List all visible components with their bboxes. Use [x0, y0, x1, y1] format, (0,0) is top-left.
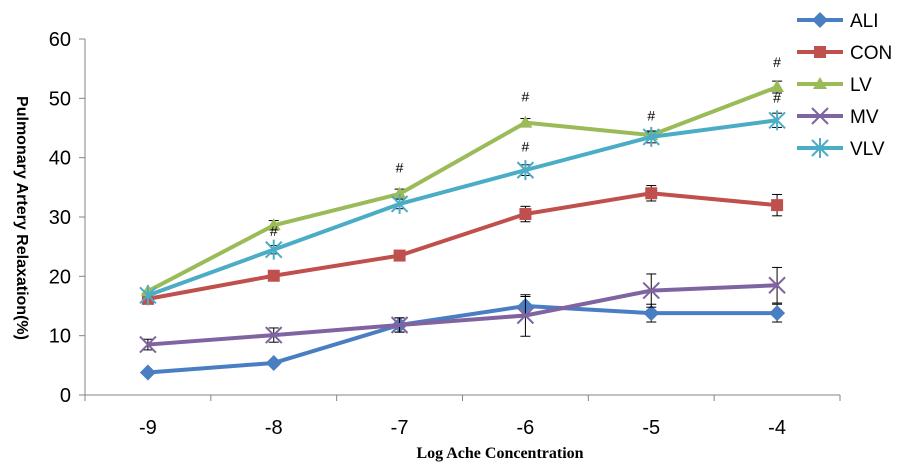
- legend-entry-vlv: VLV: [797, 138, 885, 160]
- legend-marker: [813, 77, 827, 89]
- legend-label: MV: [850, 107, 879, 128]
- y-tick-label: 50: [49, 88, 71, 110]
- annotation-hash: #: [270, 223, 278, 239]
- y-tick-label: 20: [49, 266, 71, 288]
- x-tick-label: -5: [642, 417, 660, 439]
- data-point: [768, 276, 786, 294]
- y-tick-label: 30: [49, 207, 71, 229]
- data-point: [769, 305, 786, 322]
- series-line: [146, 85, 778, 293]
- annotation-hash: #: [522, 88, 530, 104]
- data-point: [265, 239, 283, 260]
- x-tick-label: -7: [391, 417, 409, 439]
- y-tick-label: 0: [60, 385, 71, 407]
- data-point: [139, 285, 157, 306]
- data-point: [771, 199, 784, 212]
- y-axis-label: Pulmonary Artery Relaxation(%): [13, 96, 30, 340]
- plot-area: [139, 80, 786, 381]
- legend-entry-mv: MV: [797, 107, 879, 128]
- data-point: [519, 208, 532, 221]
- x-tick-label: -6: [517, 417, 535, 439]
- annotation-hash: #: [773, 54, 781, 70]
- legend-label: VLV: [850, 139, 885, 160]
- legend-label: ALI: [850, 11, 879, 32]
- y-tick-label: 60: [49, 29, 71, 51]
- legend-marker: [814, 46, 826, 58]
- x-tick-label: -9: [139, 417, 157, 439]
- annotation-hash: #: [396, 160, 404, 176]
- data-point: [642, 126, 660, 147]
- data-point: [768, 110, 786, 131]
- series-mv: [139, 266, 786, 354]
- legend: ALI CON LV MV VLV: [797, 11, 892, 160]
- x-tick-label: -8: [265, 417, 283, 439]
- data-point: [265, 326, 283, 344]
- data-point: [516, 306, 535, 325]
- data-point: [139, 364, 156, 381]
- annotations: # # # # # # #: [270, 54, 781, 239]
- axes: 0 10 20 30 40 50 60 -9 -8 -7 -6 -5 -4: [49, 29, 841, 439]
- data-point: [392, 186, 407, 199]
- data-point: [393, 249, 406, 262]
- data-point: [516, 160, 535, 181]
- data-point: [390, 316, 409, 334]
- data-point: [770, 80, 785, 93]
- legend-label: LV: [850, 75, 872, 96]
- legend-marker: [811, 138, 829, 158]
- x-tick-label: -4: [768, 417, 786, 439]
- annotation-hash: #: [773, 89, 781, 105]
- y-tick-label: 10: [49, 326, 71, 348]
- annotation-hash: #: [522, 139, 530, 155]
- data-point: [266, 218, 281, 231]
- legend-entry-con: CON: [797, 43, 892, 64]
- data-point: [390, 193, 409, 214]
- data-point: [642, 281, 660, 300]
- series-line: [147, 191, 778, 301]
- legend-label: CON: [850, 43, 892, 64]
- x-axis-label: Log Ache Concentration: [416, 445, 583, 462]
- data-point: [139, 335, 157, 354]
- data-point: [267, 269, 280, 282]
- legend-entry-lv: LV: [797, 75, 872, 96]
- series-line: [147, 118, 778, 298]
- annotation-hash: #: [647, 107, 655, 123]
- data-point: [645, 187, 658, 200]
- y-tick-label: 40: [49, 148, 71, 170]
- series-line: [147, 283, 778, 347]
- legend-entry-ali: ALI: [797, 11, 879, 32]
- legend-marker: [811, 107, 829, 125]
- data-point: [265, 354, 282, 371]
- legend-marker: [812, 12, 828, 28]
- data-point: [643, 305, 660, 322]
- series-vlv: [139, 110, 786, 306]
- data-point: [518, 115, 533, 128]
- series-line: [147, 304, 778, 375]
